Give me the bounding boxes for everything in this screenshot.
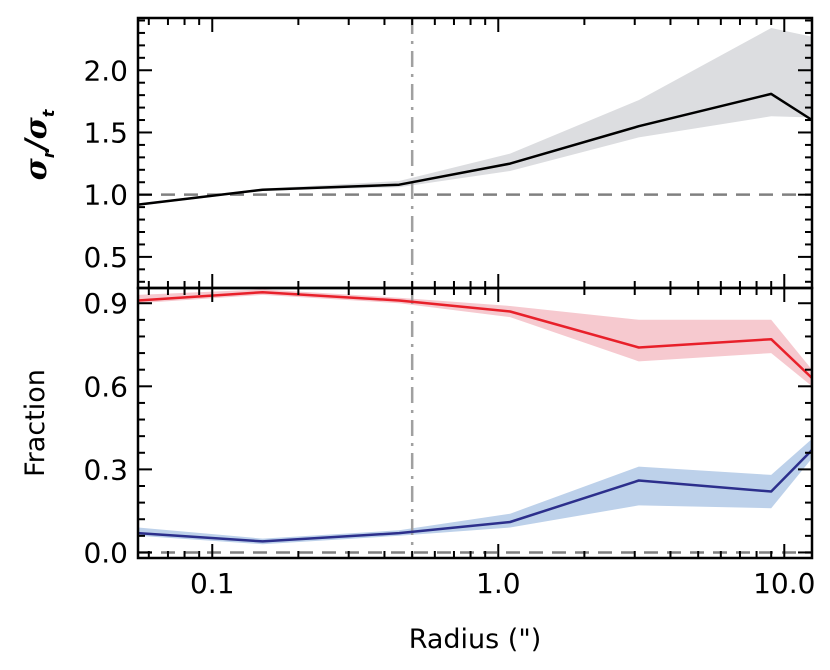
- fraction-band-layer: [138, 289, 812, 545]
- sigma_ratio-band: [138, 28, 812, 206]
- sigma-r-symbol: σ: [19, 157, 54, 180]
- fraction-frame: [136, 286, 814, 560]
- blue_fraction-line: [137, 449, 813, 543]
- sigma-ratio-band-layer: [138, 28, 812, 206]
- fraction-reference-layer: [138, 288, 812, 558]
- sigma-ratio-panel: 0.51.01.52.0 σr/σt: [19, 16, 814, 290]
- blue_fraction-band: [138, 438, 812, 545]
- sigma-ratio-y-tick-label: 1.5: [83, 116, 128, 149]
- x-axis-label: Radius ("): [409, 624, 542, 655]
- x-tick-label: 0.1: [190, 567, 235, 600]
- fraction-line-layer: [137, 290, 813, 543]
- sigma-ratio-y-label: σr/σt: [19, 108, 58, 180]
- sigma-t-symbol: σ: [19, 116, 54, 139]
- sigma-ratio-slash: /: [19, 136, 54, 153]
- fraction-tick-layer: 0.0 0.3 0.6 0.9 0.1 1.0 10.0: [83, 287, 815, 600]
- sigma-ratio-frame: [136, 16, 814, 290]
- red_fraction-line: [137, 290, 813, 379]
- sigma_ratio-line: [137, 92, 813, 206]
- x-tick-label: 10.0: [753, 567, 815, 600]
- fraction-y-tick-label: 0.9: [83, 287, 128, 320]
- fraction-panel: 0.0 0.3 0.6 0.9 0.1 1.0 10.0 Fraction Radius (…: [20, 286, 815, 655]
- sigma-ratio-y-tick-label: 2.0: [83, 54, 128, 87]
- sigma-ratio-y-tick-label: 1.0: [83, 179, 128, 212]
- sigma-ratio-tick-layer: 0.5 1.0 1.5 2.0: [83, 18, 812, 288]
- fraction-y-tick-label: 0.6: [83, 370, 128, 403]
- red_fraction-band: [138, 289, 812, 387]
- sigma-ratio-y-tick-label: 0.5: [83, 241, 128, 274]
- x-tick-label: 1.0: [476, 567, 521, 600]
- sigma-ratio-line-layer: [137, 92, 813, 206]
- fraction-y-tick-label: 0.3: [83, 453, 128, 486]
- sigma-ratio-reference-layer: [138, 18, 812, 288]
- sigma-t-subscript: t: [39, 108, 58, 117]
- fraction-y-tick-label: 0.0: [83, 536, 128, 569]
- fraction-y-label: Fraction: [20, 369, 51, 477]
- sigma-r-subscript: r: [39, 149, 58, 158]
